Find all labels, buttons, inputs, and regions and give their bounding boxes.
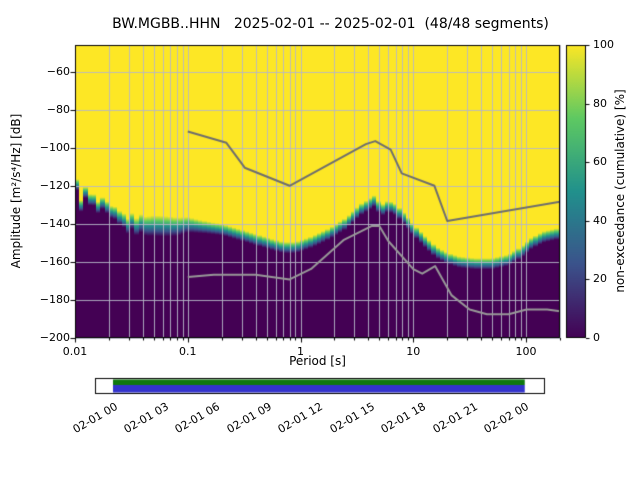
y-tick-label: −200 [39,331,70,344]
colorbar-tick-label: 20 [593,272,607,286]
colorbar-tick-label: 40 [593,213,607,227]
x-tick-label: 0.1 [179,345,197,358]
x-tick-label: 100 [515,345,537,358]
y-tick-label: −160 [39,254,70,268]
y-tick-label: −120 [39,178,70,192]
y-tick-label: −80 [46,102,70,116]
y-tick-label: −100 [39,140,70,154]
x-tick-label: 0.01 [62,345,88,358]
colorbar-tick-label: 60 [593,155,607,169]
colorbar-tick-label: 100 [593,38,614,51]
plot-title: BW.MGBB..HHN 2025-02-01 -- 2025-02-01 (4… [112,16,549,32]
colorbar-label: non-exceedance (cumulative) [%] [613,89,627,293]
colorbar-tick-label: 0 [593,331,600,344]
y-tick-label: −140 [39,216,70,230]
y-axis-label: Amplitude [m²/s⁴/Hz] [dB] [9,113,23,269]
y-tick-label: −60 [46,64,70,78]
x-tick-label: 10 [406,345,421,358]
x-axis-label: Period [s] [289,354,346,368]
x-tick-label: 1 [297,345,305,358]
y-tick-label: −180 [39,292,70,306]
colorbar-tick-label: 80 [593,96,607,110]
